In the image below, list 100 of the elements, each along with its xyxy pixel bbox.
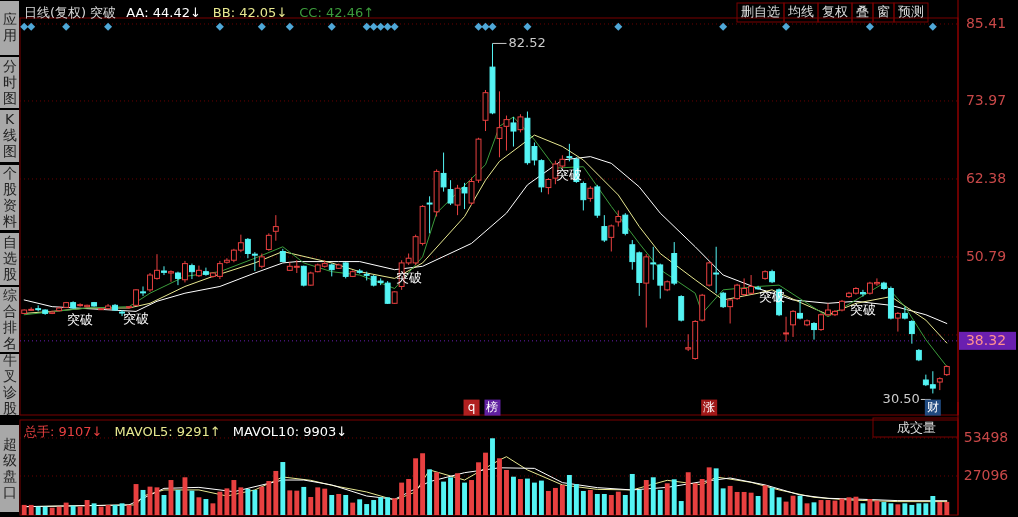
- text: 突破: [67, 312, 94, 328]
- candlestick: [202, 267, 209, 277]
- candlestick: [175, 271, 181, 286]
- candlestick: [454, 184, 461, 216]
- y-tick-label: 73.97: [965, 91, 1007, 108]
- bar: [252, 489, 258, 515]
- bar: [448, 477, 453, 515]
- bar: [692, 483, 698, 515]
- bar: [469, 480, 474, 515]
- bar: [28, 504, 34, 515]
- candlestick: [580, 181, 587, 211]
- bar: [909, 504, 915, 515]
- candlestick: [517, 113, 524, 133]
- text: 82.52: [508, 34, 546, 50]
- text: 个股资料: [2, 164, 17, 229]
- text: 分时图: [2, 57, 17, 106]
- bar: [273, 470, 279, 515]
- bar: [671, 479, 677, 515]
- legend: 总手: 9107↓ MAVOL5: 9291↑ MAVOL10: 9903↓: [24, 423, 348, 439]
- bar: [518, 479, 523, 515]
- candlestick: [678, 294, 685, 322]
- bar: [343, 494, 349, 515]
- bar: [923, 503, 929, 515]
- text: 超级盘口: [2, 435, 17, 500]
- annotation: 复权: [822, 3, 848, 19]
- line-series: [23, 116, 948, 368]
- text: 综合排名: [2, 286, 17, 351]
- bar: [315, 487, 321, 515]
- chart-title: 日线(复权) 突破: [24, 4, 117, 20]
- line-series: [23, 156, 948, 324]
- bar: [587, 489, 593, 515]
- bar: [364, 504, 370, 515]
- bar: [70, 505, 76, 515]
- bar: [895, 504, 901, 515]
- bar: [371, 500, 377, 515]
- bar: [511, 476, 516, 515]
- bar: [105, 504, 111, 515]
- bar: [63, 502, 69, 515]
- text: 牛叉诊股: [2, 351, 17, 416]
- bar: [622, 494, 628, 515]
- bar: [720, 488, 726, 515]
- bar: [455, 473, 460, 515]
- candlestick: [811, 321, 817, 341]
- candlestick: [783, 316, 789, 343]
- bar: [378, 497, 384, 515]
- bar: [280, 462, 286, 515]
- bar: [210, 503, 216, 515]
- bar: [91, 503, 97, 515]
- bar: [615, 491, 621, 515]
- bar: [490, 438, 495, 515]
- bar: [699, 479, 705, 515]
- bar: [483, 452, 488, 515]
- bar: [783, 501, 789, 515]
- candlestick: [251, 251, 258, 272]
- bar: [748, 492, 754, 515]
- bar: [944, 501, 950, 515]
- bar: [664, 483, 670, 515]
- candlestick: [860, 289, 866, 298]
- bar: [727, 485, 733, 515]
- data-label: 涨: [703, 400, 716, 415]
- annotation: 删自选: [741, 3, 780, 19]
- bar: [916, 503, 922, 515]
- bar: [196, 497, 202, 515]
- bar: [504, 469, 509, 515]
- y-tick-label: 53498: [963, 429, 1009, 445]
- candlestick: [727, 298, 734, 324]
- annotation: 均线: [787, 3, 814, 19]
- bar: [755, 496, 761, 515]
- candlestick: [503, 115, 510, 152]
- bar: [350, 502, 356, 515]
- data-label: 财: [926, 400, 939, 415]
- y-tick-label: 50.79: [965, 247, 1007, 264]
- candlestick: [168, 269, 174, 283]
- bar: [629, 473, 635, 515]
- annotation: 窗: [877, 3, 890, 19]
- bar: [762, 485, 768, 515]
- bar: [580, 490, 586, 515]
- bar: [224, 488, 230, 515]
- bar: [706, 467, 712, 515]
- candlestick: [461, 182, 468, 210]
- candlestick: [713, 246, 720, 294]
- bar: [301, 486, 307, 515]
- bar: [937, 502, 943, 515]
- bar: [231, 480, 237, 515]
- bar: [462, 482, 467, 515]
- bar: [21, 504, 27, 515]
- candlestick: [901, 306, 908, 320]
- bar: [552, 487, 558, 515]
- candlestick: [140, 285, 146, 297]
- bar: [902, 503, 908, 515]
- bar: [643, 480, 649, 515]
- bar: [741, 491, 747, 515]
- candlestick: [426, 195, 433, 234]
- text: K线图: [2, 111, 17, 159]
- candlestick: [119, 309, 125, 317]
- bar: [776, 497, 782, 515]
- bar: [566, 474, 572, 515]
- annotation: 叠: [856, 3, 869, 19]
- bar: [245, 488, 251, 515]
- bar: [476, 462, 481, 515]
